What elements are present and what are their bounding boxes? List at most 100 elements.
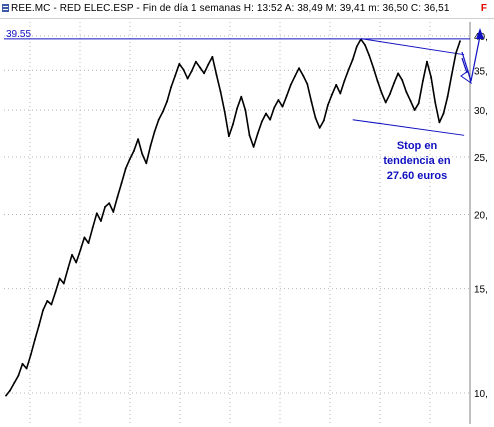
price-point [91, 226, 94, 229]
price-point [83, 236, 86, 239]
y-tick-label: 20, [474, 211, 488, 222]
price-point [58, 277, 61, 280]
mid-value: M: 39,41 [325, 3, 366, 14]
price-point [450, 73, 453, 76]
price-point [446, 95, 449, 98]
price-series [5, 38, 461, 397]
price-point [265, 112, 267, 115]
price-point [133, 150, 135, 152]
y-tick-label: 30, [474, 106, 488, 117]
projection-arrows [460, 28, 484, 85]
symbol-label: REE.MC [11, 3, 51, 14]
price-point [413, 109, 416, 111]
price-point [190, 70, 193, 73]
price-point [50, 303, 53, 306]
price-point [322, 119, 325, 122]
y-tick-label: 35, [474, 66, 488, 77]
price-point [248, 134, 251, 137]
price-point [203, 72, 206, 75]
price-point [100, 220, 102, 222]
price-point [42, 309, 45, 311]
price-point [318, 126, 321, 129]
price-point [120, 182, 123, 184]
price-point [289, 83, 292, 86]
price-point [256, 132, 259, 135]
reference-line-group: 39.55 [4, 29, 470, 40]
annotation-text-line: Stop en [397, 140, 438, 152]
price-point [25, 367, 28, 370]
price-point [339, 92, 342, 95]
price-point [252, 146, 255, 148]
price-point [397, 72, 399, 75]
price-point [67, 267, 69, 270]
price-point [347, 68, 350, 71]
chart-info-text: REE.MC - RED ELEC.ESP - Fin de día 1 sem… [11, 3, 450, 14]
price-point [459, 40, 461, 43]
price-point [384, 101, 387, 104]
price-point [430, 76, 433, 78]
price-point [277, 99, 280, 101]
price-point [33, 338, 36, 341]
price-point [421, 79, 424, 82]
price-point [211, 55, 214, 58]
price-point [87, 242, 90, 244]
price-point [128, 158, 131, 161]
price-point [170, 86, 172, 89]
price-point [157, 118, 160, 121]
price-point [260, 120, 263, 123]
trendlines [352, 38, 465, 136]
price-point [314, 117, 317, 119]
price-point [124, 167, 127, 170]
price-chart: 39.55 40,35,30,25,20,15,10, Stop entende… [4, 22, 488, 424]
y-tick-label: 15, [474, 285, 488, 296]
price-point [178, 62, 181, 65]
price-point [223, 110, 226, 113]
high-value: H: 13:52 [243, 3, 283, 14]
price-point [104, 205, 106, 208]
price-point [331, 93, 333, 96]
price-point [145, 162, 148, 165]
price-point [153, 130, 156, 133]
price-point [75, 261, 78, 264]
instrument-name: RED ELEC.ESP [59, 3, 134, 14]
price-point [364, 44, 366, 47]
price-point [199, 66, 201, 69]
price-point [62, 282, 65, 285]
price-point [434, 101, 437, 104]
price-point [310, 100, 313, 103]
price-point [409, 99, 412, 102]
price-point [351, 58, 354, 61]
price-point [327, 104, 329, 106]
price-point [186, 77, 189, 80]
price-point [306, 83, 309, 85]
price-point [236, 107, 239, 110]
price-point [5, 394, 7, 397]
price-point [368, 54, 371, 57]
chart-header: REE.MC - RED ELEC.ESP - Fin de día 1 sem… [0, 0, 494, 19]
price-point [285, 94, 288, 97]
price-point [21, 362, 24, 365]
price-point [9, 389, 12, 392]
price-point [17, 374, 20, 377]
reference-line-label: 39.55 [6, 29, 31, 40]
ask-value: A: 38,49 [284, 3, 323, 14]
price-line [5, 38, 461, 397]
price-point [438, 121, 441, 124]
price-point [112, 211, 115, 213]
y-tick-label: 25, [474, 153, 488, 164]
period-label: Fin de día 1 semanas [142, 3, 241, 14]
price-point [393, 82, 395, 85]
chart-grid [4, 22, 471, 424]
price-point [161, 110, 164, 113]
flag-indicator[interactable]: F [480, 3, 487, 14]
trendline [352, 119, 465, 136]
price-point [401, 79, 404, 82]
price-point [207, 63, 210, 66]
price-point [194, 60, 197, 63]
price-point [29, 353, 32, 356]
price-point [372, 66, 375, 69]
low-value: m: 36,50 [368, 3, 408, 14]
price-point [405, 90, 408, 93]
price-point [343, 79, 346, 82]
price-point [38, 324, 40, 327]
